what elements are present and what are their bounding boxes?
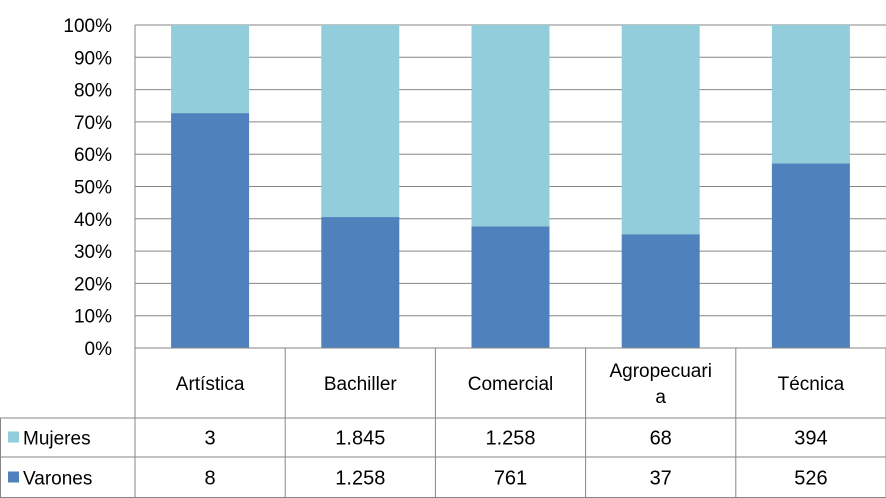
y-tick-label: 80% (74, 81, 112, 102)
y-tick-label: 0% (85, 339, 113, 360)
y-tick-label: 30% (74, 242, 112, 263)
bar-mujeres (621, 25, 700, 235)
cell-mujeres: 394 (794, 428, 827, 450)
y-tick-label: 50% (74, 178, 112, 199)
bar-varones (321, 217, 400, 348)
legend-label-varones: Varones (23, 469, 92, 490)
cell-varones: 761 (494, 468, 527, 490)
category-label: Técnica (778, 374, 845, 395)
bar-varones (171, 113, 250, 348)
cell-mujeres: 1.845 (335, 428, 385, 450)
legend-label-mujeres: Mujeres (23, 429, 91, 450)
y-tick-label: 90% (74, 48, 112, 69)
bar-mujeres (471, 25, 550, 227)
cell-mujeres: 3 (205, 428, 216, 450)
bar-mujeres (321, 25, 400, 218)
data-table: Artística Bachiller Comercial Agropecuari a T… (0, 347, 886, 498)
y-tick-label: 20% (74, 274, 112, 295)
category-label: Comercial (468, 374, 554, 395)
y-axis: 0% 10% 20% 30% 40% 50% 60% 70% 80% 90% 100% (63, 16, 136, 360)
cell-mujeres: 1.258 (485, 428, 535, 450)
y-tick-label: 40% (74, 210, 112, 231)
legend-key-varones (8, 471, 19, 483)
cell-varones: 37 (650, 468, 672, 490)
category-label: Artística (176, 374, 245, 395)
y-tick-label: 10% (74, 307, 112, 328)
cell-varones: 8 (205, 468, 216, 490)
bar-varones (621, 234, 700, 348)
bar-varones (771, 163, 850, 348)
category-label: Agropecuari a (609, 361, 711, 408)
category-label: Bachiller (324, 374, 398, 395)
cell-varones: 1.258 (335, 468, 385, 490)
bar-varones (471, 226, 550, 348)
y-tick-label: 100% (63, 16, 112, 37)
y-tick-label: 60% (74, 145, 112, 166)
legend-key-mujeres (8, 431, 19, 443)
bars (171, 25, 850, 348)
bar-mujeres (171, 25, 250, 114)
cell-varones: 526 (794, 468, 827, 490)
bar-mujeres (771, 25, 850, 164)
y-tick-label: 70% (74, 113, 112, 134)
cell-mujeres: 68 (650, 428, 672, 450)
